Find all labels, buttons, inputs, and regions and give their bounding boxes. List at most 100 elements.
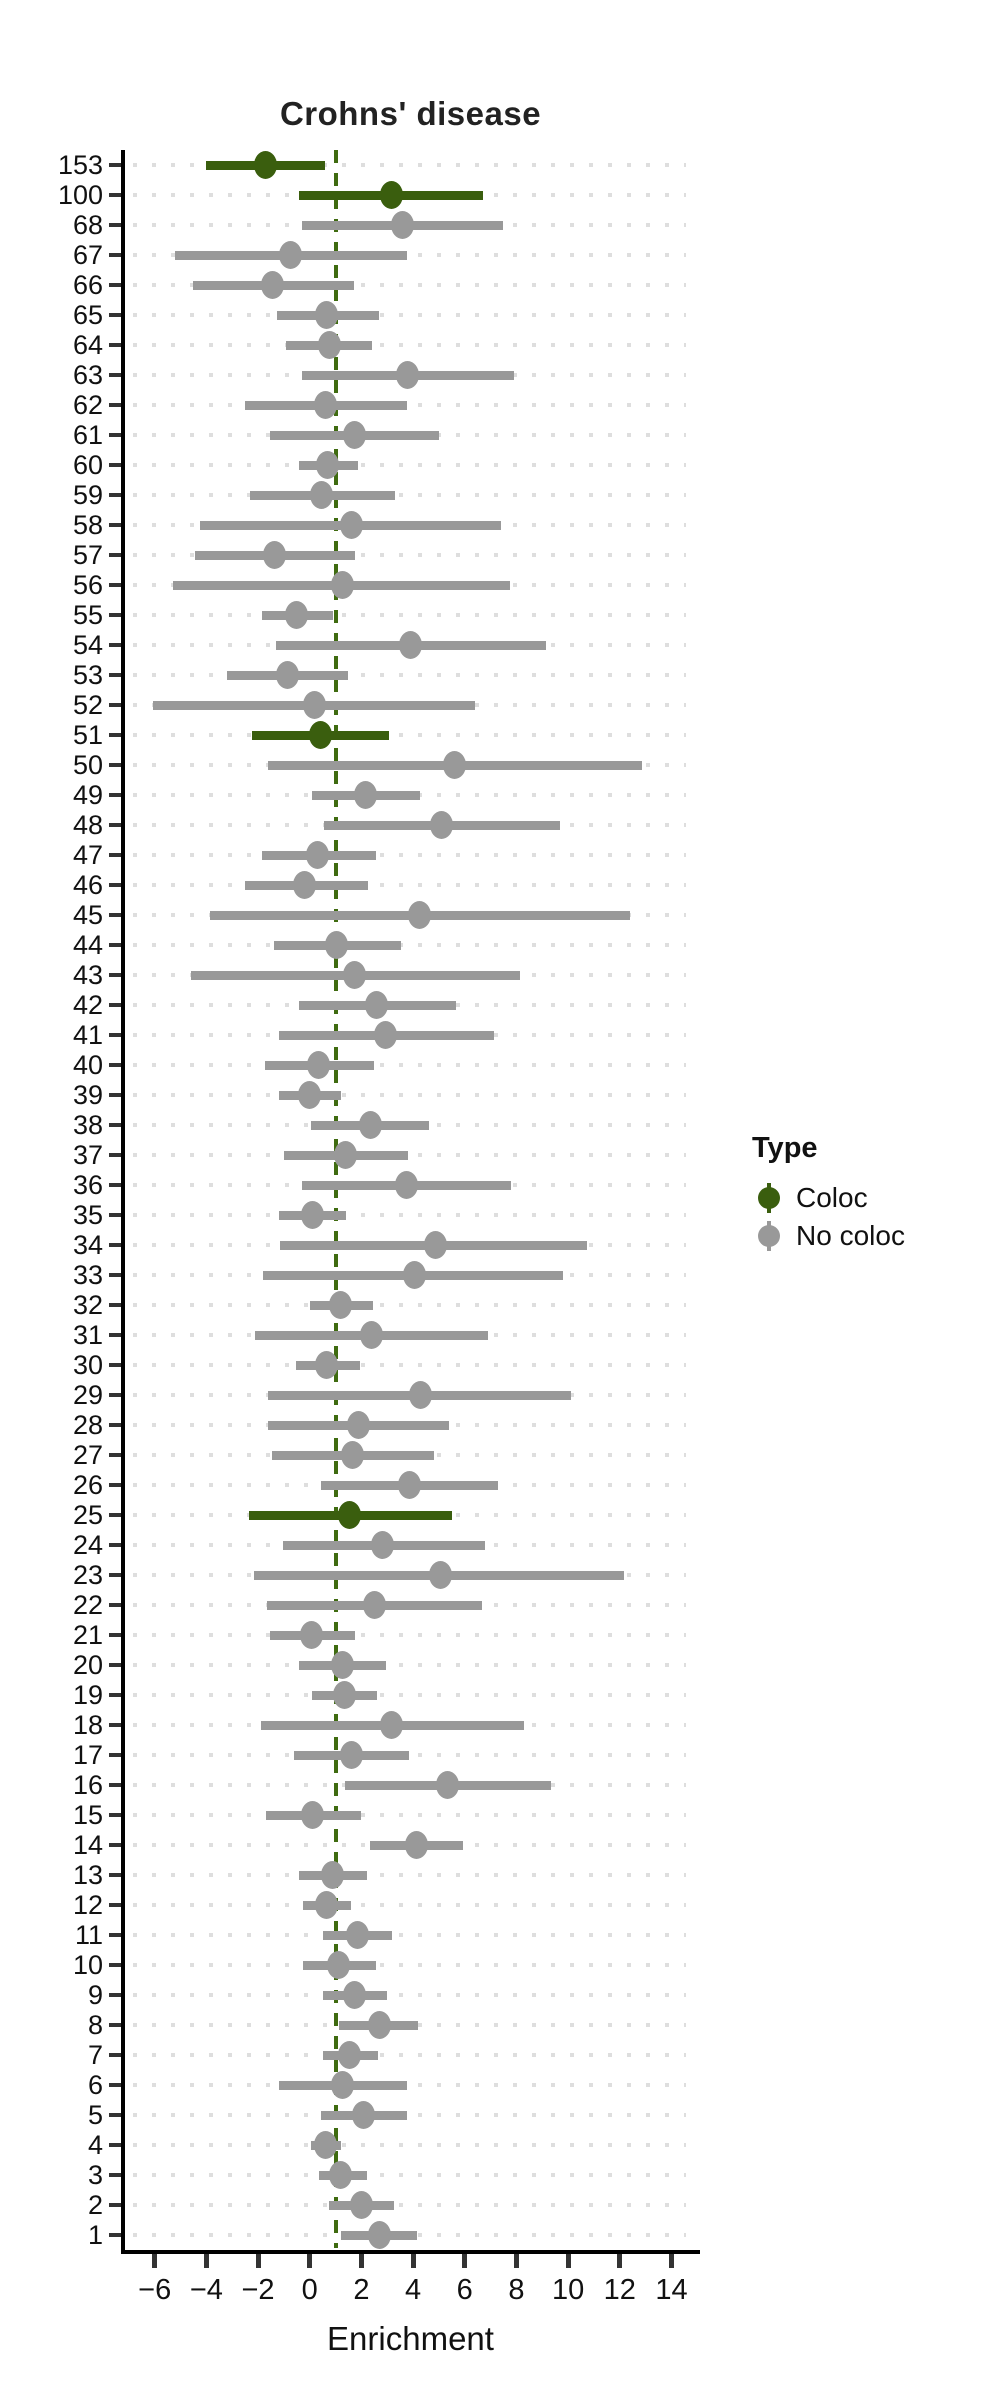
gridline: [133, 2113, 686, 2117]
y-axis-tick-label: 7: [87, 2040, 103, 2070]
y-axis-tick-label: 40: [72, 1050, 103, 1080]
y-tick: [109, 1333, 123, 1337]
point-10: [326, 1951, 350, 1979]
y-axis-tick-label: 18: [72, 1710, 103, 1740]
point-48: [430, 811, 453, 839]
point-63: [396, 361, 420, 389]
point-41: [374, 1021, 398, 1049]
point-45: [408, 901, 432, 929]
gridline: [133, 1693, 686, 1697]
point-9: [343, 1981, 367, 2009]
y-tick: [109, 1483, 123, 1487]
y-axis-tick-label: 37: [72, 1140, 103, 1170]
y-axis-tick-label: 55: [72, 600, 103, 630]
point-66: [260, 271, 284, 299]
gridline: [133, 2083, 686, 2087]
x-tick: [668, 2254, 674, 2268]
y-tick: [109, 763, 123, 767]
point-44: [325, 931, 349, 959]
x-tick: [617, 2254, 623, 2268]
y-axis-tick-label: 15: [72, 1800, 103, 1830]
point-50: [442, 751, 466, 779]
legend: Type Coloc No coloc: [752, 1132, 905, 1255]
y-tick: [109, 283, 123, 287]
point-5: [352, 2101, 376, 2129]
gridline: [133, 673, 686, 677]
legend-label-no-coloc: No coloc: [796, 1220, 905, 1251]
x-tick: [307, 2254, 313, 2268]
y-tick: [109, 883, 123, 887]
point-25: [338, 1501, 362, 1529]
y-tick: [109, 2173, 123, 2177]
x-tick: [203, 2254, 209, 2268]
y-axis-tick-label: 56: [72, 570, 103, 600]
y-axis-tick-label: 1: [87, 2220, 103, 2250]
gridline: [133, 1663, 686, 1667]
x-tick: [152, 2254, 158, 2268]
gridline: [133, 493, 686, 497]
gridline: [133, 343, 686, 347]
point-49: [353, 781, 377, 809]
y-tick: [109, 1573, 123, 1577]
point-51: [308, 721, 332, 749]
y-axis-tick-label: 9: [87, 1980, 103, 2010]
x-tick: [358, 2254, 364, 2268]
y-axis-tick-label: 13: [72, 1860, 103, 1890]
y-axis-tick-label: 58: [72, 510, 103, 540]
point-26: [397, 1471, 421, 1499]
point-68: [391, 211, 415, 239]
y-axis-tick-label: 60: [72, 450, 103, 480]
y-tick: [109, 313, 123, 317]
y-tick: [109, 553, 123, 557]
gridline: [133, 253, 686, 257]
y-tick: [109, 463, 123, 467]
y-tick: [109, 523, 123, 527]
y-axis-tick-label: 51: [72, 720, 103, 750]
point-15: [300, 1801, 324, 1829]
y-axis-tick-label: 35: [72, 1200, 103, 1230]
y-tick: [109, 373, 123, 377]
x-tick: [565, 2254, 571, 2268]
y-axis-tick-label: 10: [72, 1950, 103, 1980]
y-tick: [109, 1423, 123, 1427]
y-tick: [109, 703, 123, 707]
y-axis-tick-label: 44: [72, 930, 103, 960]
y-tick: [109, 1003, 123, 1007]
no-coloc-pointrange-icon: [752, 1219, 786, 1253]
y-axis-tick-label: 23: [72, 1560, 103, 1590]
point-21: [299, 1621, 323, 1649]
y-tick: [109, 1303, 123, 1307]
point-52: [303, 691, 327, 719]
y-axis-tick-label: 21: [72, 1620, 103, 1650]
y-tick: [109, 1153, 123, 1157]
y-tick: [109, 1963, 123, 1967]
gridline: [133, 2203, 686, 2207]
point-62: [313, 391, 337, 419]
y-tick: [109, 1783, 123, 1787]
legend-item-no-coloc: No coloc: [752, 1217, 905, 1255]
y-axis-tick-label: 4: [87, 2130, 103, 2160]
gridline: [133, 313, 686, 317]
point-40: [307, 1051, 331, 1079]
y-axis-tick-label: 47: [72, 840, 103, 870]
y-axis-tick-label: 32: [72, 1290, 103, 1320]
gridline: [133, 2053, 686, 2057]
point-16: [436, 1771, 460, 1799]
y-axis-tick-label: 34: [72, 1230, 103, 1260]
x-axis-tick-label: −4: [189, 2274, 223, 2306]
y-axis-tick-label: 52: [72, 690, 103, 720]
point-27: [340, 1441, 364, 1469]
x-axis-tick-label: 2: [353, 2274, 370, 2306]
y-axis-tick-label: 39: [72, 1080, 103, 1110]
y-axis-tick-label: 24: [72, 1530, 103, 1560]
y-axis-tick-label: 50: [72, 750, 103, 780]
y-axis-tick-label: 12: [72, 1890, 103, 1920]
y-tick: [109, 403, 123, 407]
gridline: [133, 613, 686, 617]
gridline: [133, 1303, 686, 1307]
point-46: [293, 871, 317, 899]
point-2: [349, 2191, 373, 2219]
gridline: [133, 733, 686, 737]
y-tick: [109, 2113, 123, 2117]
y-tick: [109, 853, 123, 857]
